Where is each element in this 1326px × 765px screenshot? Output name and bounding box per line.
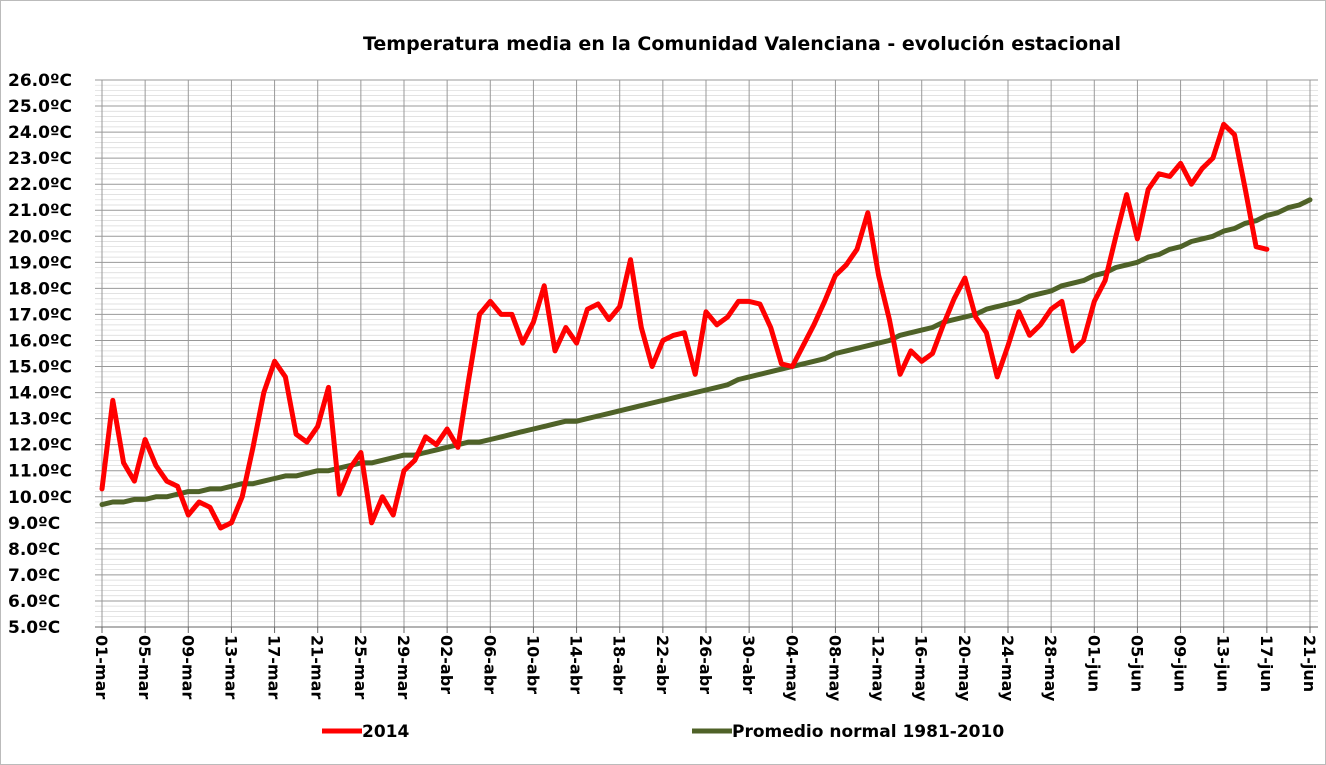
x-tick-label: 16-may [912,635,931,702]
y-tick-label: 13.0ºC [8,410,72,430]
x-tick-label: 14-abr [567,635,586,694]
y-tick-label: 8.0ºC [8,540,60,560]
y-tick-label: 25.0ºC [8,97,72,117]
x-tick-label: 17-mar [265,635,284,699]
x-tick-label: 06-abr [480,635,499,694]
x-tick-label: 21-jun [1300,635,1319,692]
legend-label: 2014 [362,722,409,742]
x-tick-label: 20-may [955,635,974,702]
x-tick-label: 08-may [825,635,844,702]
x-tick-label: 29-mar [394,635,413,699]
y-tick-label: 16.0ºC [8,331,72,351]
series-line [99,121,1270,531]
y-tick-label: 6.0ºC [8,592,60,612]
x-tick-label: 21-mar [308,635,327,699]
y-tick-label: 23.0ºC [8,149,72,169]
y-tick-label: 14.0ºC [8,384,72,404]
x-tick-label: 18-abr [610,635,629,694]
y-tick-label: 11.0ºC [8,462,72,482]
x-tick-label: 28-may [1041,635,1060,702]
y-tick-label: 21.0ºC [8,201,72,221]
x-tick-label: 22-abr [653,635,672,694]
x-tick-label: 05-mar [135,635,154,699]
x-tick-label: 30-abr [739,635,758,694]
x-tick-label: 01-jun [1084,635,1103,692]
y-tick-label: 10.0ºC [8,488,72,508]
x-tick-label: 01-mar [92,635,111,699]
y-tick-label: 12.0ºC [8,436,72,456]
x-tick-label: 26-abr [696,635,715,694]
x-tick-label: 04-may [782,635,801,702]
x-tick-label: 25-mar [351,635,370,699]
y-tick-label: 5.0ºC [8,618,60,638]
y-tick-label: 20.0ºC [8,227,72,247]
y-tick-label: 26.0ºC [8,71,72,91]
y-tick-label: 7.0ºC [8,566,60,586]
y-tick-label: 9.0ºC [8,514,60,534]
x-tick-label: 24-may [998,635,1017,702]
chart-title: Temperatura media en la Comunidad Valenc… [363,33,1121,55]
x-tick-label: 09-jun [1171,635,1190,692]
x-tick-label: 09-mar [178,635,197,699]
y-tick-label: 19.0ºC [8,253,72,273]
y-tick-label: 17.0ºC [8,305,72,325]
x-tick-label: 17-jun [1257,635,1276,692]
y-tick-label: 18.0ºC [8,279,72,299]
y-tick-label: 22.0ºC [8,175,72,195]
x-tick-label: 13-jun [1214,635,1233,692]
x-tick-label: 13-mar [221,635,240,699]
y-tick-label: 15.0ºC [8,358,72,378]
legend-label: Promedio normal 1981-2010 [732,722,1004,742]
x-tick-label: 10-abr [523,635,542,694]
x-tick-label: 05-jun [1127,635,1146,692]
y-tick-label: 24.0ºC [8,123,72,143]
x-tick-label: 02-abr [437,635,456,694]
x-tick-label: 12-may [869,635,888,702]
